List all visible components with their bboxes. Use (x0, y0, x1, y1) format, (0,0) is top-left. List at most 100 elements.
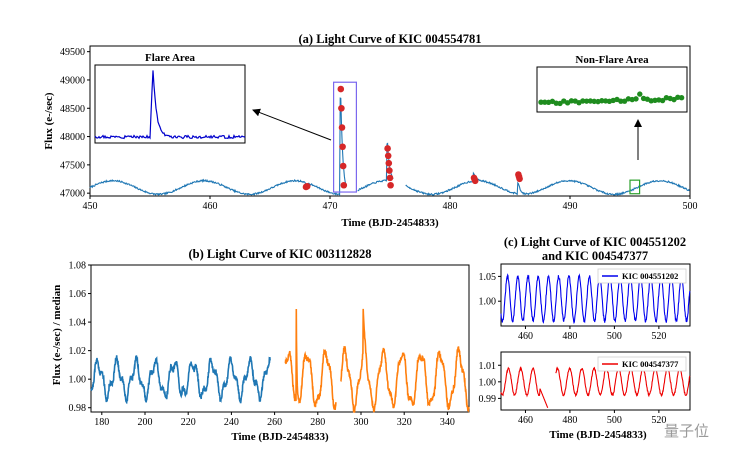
panel-a-flare-point (339, 162, 347, 170)
nonflare-inset-point (580, 98, 586, 104)
panel-b-axes-frame (90, 264, 470, 413)
panel-b-plot-area: 180 200 220 240 260 280 300 320 340 0.98 1.00 1.02 1… (69, 261, 470, 428)
panel-a-flare-point (338, 104, 345, 112)
panel-a-y-axis-label: Flux (e-/sec) (43, 92, 55, 149)
panel-c1-x-tick-label: 460 (518, 331, 533, 342)
panel-c2-legend-label: KIC 004547377 (622, 359, 679, 369)
panel-b-title: (b) Light Curve of KIC 003112828 (189, 247, 372, 261)
panel-a-y-tick-label: 49500 (60, 47, 85, 58)
panel-c1-x-tick-label: 480 (562, 331, 577, 342)
panel-c2-x-tick-label: 460 (518, 415, 533, 426)
panel-c-x-axis-label: Time (BJD-2454833) (549, 429, 647, 441)
panel-a-x-axis-label: Time (BJD-2454833) (341, 217, 439, 229)
flare-inset-title: Flare Area (145, 52, 195, 64)
panel-c2-series-line (500, 366, 691, 408)
panel-b-y-tick-label: 0.98 (69, 403, 87, 414)
panel-a-flare-point (340, 181, 348, 189)
nonflare-inset-point (633, 96, 639, 102)
panel-a-flare-point (338, 124, 346, 131)
panel-b-y-tick-label: 1.02 (69, 346, 87, 357)
panel-c2-x-tick-label: 520 (651, 415, 666, 426)
panel-b-y-tick-label: 1.06 (69, 289, 87, 300)
panel-b-x-axis-label: Time (BJD-2454833) (231, 431, 329, 443)
panel-c-title-line1: (c) Light Curve of KIC 004551202 (504, 235, 686, 249)
panel-c1-y-tick-label: 1.05 (479, 272, 497, 283)
panel-b-x-tick-label: 180 (94, 417, 109, 428)
nonflare-inset-point (637, 91, 643, 97)
nonflare-inset-point (583, 98, 590, 104)
watermark-text: 量子位 (664, 422, 709, 440)
panel-c1-y-tick-label: 1.00 (479, 297, 497, 308)
panel-a-flare-highlight-box (333, 81, 358, 193)
nonflare-inset-point (659, 97, 666, 104)
panel-b-series-2-line (284, 308, 470, 413)
panel-b-x-tick-label: 280 (310, 417, 325, 428)
panel-b-x-tick-label: 340 (440, 417, 455, 428)
panel-b-x-tick-label: 260 (267, 417, 282, 428)
panel-a-x-tick-label: 490 (563, 201, 578, 212)
panel-b-x-tick-label: 240 (224, 417, 239, 428)
panel-a-plot-area: 450 460 470 480 490 500 47000 47500 48000 48500 49… (60, 45, 698, 212)
panel-c2-x-tick-label: 500 (607, 415, 622, 426)
panel-a-x-tick-label: 450 (83, 201, 98, 212)
nonflare-inset-point (568, 98, 575, 104)
panel-c1-series-line (500, 273, 691, 325)
panel-a-x-tick-label: 470 (323, 201, 338, 212)
panel-b-y-axis-label: Flux (e-/sec) / median (51, 285, 63, 386)
panel-a-flare-point (384, 152, 392, 160)
panel-a: (a) Light Curve of KIC 004554781 450 460 4… (43, 32, 698, 229)
panel-a-flare-point (384, 145, 391, 152)
panel-a-y-tick-label: 47000 (60, 189, 85, 200)
nonflare-inset-point (618, 98, 624, 104)
panel-a-flare-point (386, 167, 393, 174)
panel-c1-legend-label: KIC 004551202 (622, 271, 678, 281)
panel-b: (b) Light Curve of KIC 003112828 180 200 2… (51, 247, 470, 443)
panel-a-y-tick-label: 48000 (60, 132, 85, 143)
panel-a-flare-point (387, 181, 394, 189)
panel-a-flare-point (385, 159, 393, 167)
panel-a-x-tick-label: 460 (203, 201, 218, 212)
panel-b-x-tick-label: 220 (181, 417, 196, 428)
panel-a-flare-point (303, 182, 311, 190)
panel-a-flare-point (471, 177, 479, 185)
panel-a-y-tick-label: 49000 (60, 75, 85, 86)
panel-a-series-line (89, 97, 690, 197)
nonflare-inset-point (678, 95, 685, 101)
panel-c1-axes-frame (500, 263, 691, 327)
panel-c2-y-tick-label: 1.01 (479, 361, 497, 372)
panel-c1-x-tick-label: 520 (651, 331, 666, 342)
flare-arrow (252, 108, 332, 141)
panel-a-title: (a) Light Curve of KIC 004554781 (299, 32, 482, 46)
panel-a-axes-frame (89, 45, 691, 197)
watermark: 量子位 (664, 422, 709, 440)
panel-b-y-tick-label: 1.08 (69, 261, 87, 272)
nonflare-inset-point (599, 98, 605, 104)
panel-b-x-tick-label: 200 (138, 417, 153, 428)
panel-c1-legend-box (597, 268, 687, 284)
panel-c-plot-area: 460 480 500 520 1.00 1.05 KIC 004551202 460 480 5… (479, 263, 691, 426)
panel-a-flare-point (337, 85, 345, 93)
panel-a-nonflare-highlight-box (629, 179, 641, 195)
panel-a-x-tick-label: 500 (683, 201, 698, 212)
panel-a-flare-point (386, 174, 394, 182)
panel-b-x-tick-label: 320 (397, 417, 412, 428)
flare-inset-frame (94, 64, 246, 144)
panel-c2-y-tick-label: 0.99 (479, 394, 497, 405)
panel-a-y-tick-label: 48500 (60, 104, 85, 115)
panel-b-series-1-line (90, 355, 271, 405)
panel-c: (c) Light Curve of KIC 004551202 and KIC… (479, 235, 691, 441)
panel-c2-legend-box (597, 356, 687, 372)
panel-c2-y-tick-label: 1.00 (479, 377, 497, 388)
panel-c2-x-tick-label: 480 (562, 415, 577, 426)
panel-c2-axes-frame (500, 351, 691, 411)
nonflare-inset-point (542, 99, 548, 105)
panel-c1-x-tick-label: 500 (607, 331, 622, 342)
panel-a-flare-point (339, 143, 346, 151)
nonflare-inset-title: Non-Flare Area (575, 54, 649, 66)
panel-a-flare-point (516, 175, 523, 183)
panel-b-y-tick-label: 1.00 (69, 375, 87, 386)
panel-c-title-line2: and KIC 004547377 (542, 249, 648, 263)
panel-b-x-tick-label: 300 (354, 417, 369, 428)
nonflare-inset-point (538, 99, 544, 105)
